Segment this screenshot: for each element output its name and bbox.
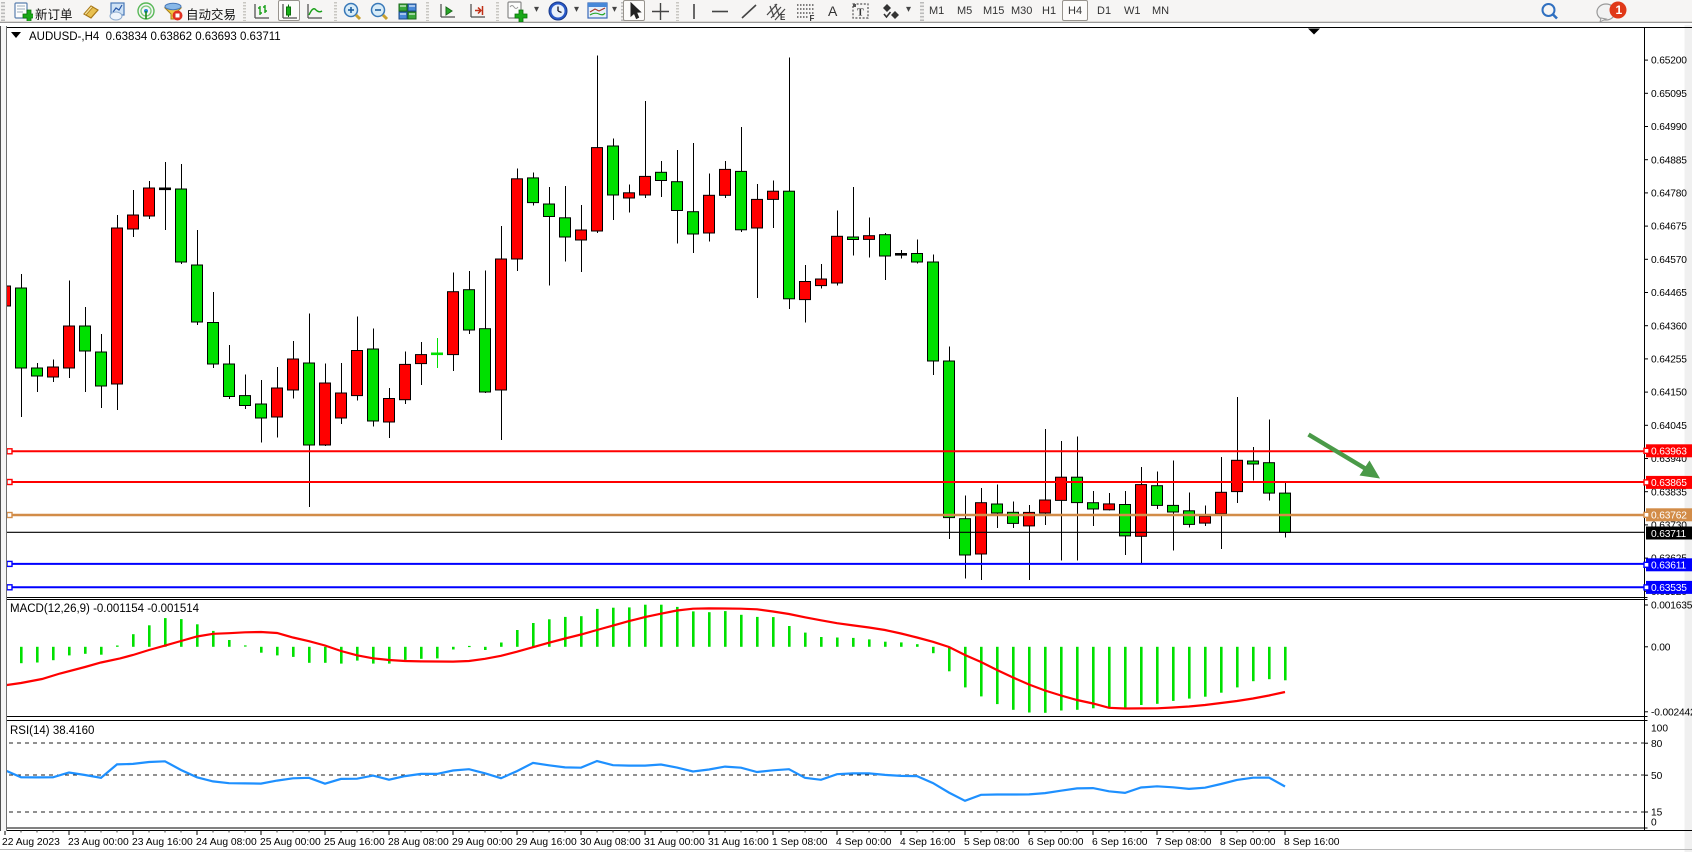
svg-text:0.00: 0.00 — [1651, 642, 1671, 653]
svg-text:31 Aug 00:00: 31 Aug 00:00 — [644, 837, 705, 848]
svg-text:28 Aug 08:00: 28 Aug 08:00 — [388, 837, 449, 848]
svg-text:100: 100 — [1651, 723, 1668, 734]
svg-text:0.64570: 0.64570 — [1651, 255, 1687, 266]
svg-text:23 Aug 00:00: 23 Aug 00:00 — [68, 837, 129, 848]
svg-text:8 Sep 00:00: 8 Sep 00:00 — [1220, 837, 1276, 848]
svg-text:50: 50 — [1651, 771, 1663, 782]
svg-text:0.63940: 0.63940 — [1651, 454, 1687, 465]
svg-text:0.64780: 0.64780 — [1651, 189, 1687, 200]
svg-text:23 Aug 16:00: 23 Aug 16:00 — [132, 837, 193, 848]
svg-text:0.64150: 0.64150 — [1651, 388, 1687, 399]
svg-text:0.64465: 0.64465 — [1651, 288, 1687, 299]
svg-text:8 Sep 16:00: 8 Sep 16:00 — [1284, 837, 1340, 848]
svg-text:MACD(12,26,9) -0.001154 -0.001: MACD(12,26,9) -0.001154 -0.001514 — [10, 603, 200, 615]
svg-text:22 Aug 2023: 22 Aug 2023 — [2, 837, 60, 848]
svg-text:RSI(14) 38.4160: RSI(14) 38.4160 — [10, 725, 94, 737]
svg-text:-0.002442: -0.002442 — [1651, 707, 1692, 718]
svg-text:0.65200: 0.65200 — [1651, 56, 1687, 67]
svg-text:0.63762: 0.63762 — [1651, 511, 1687, 522]
svg-text:F: F — [810, 14, 815, 22]
svg-text:1: 1 — [1616, 3, 1623, 17]
svg-text:0: 0 — [1651, 817, 1657, 828]
svg-text:0.64360: 0.64360 — [1651, 321, 1687, 332]
svg-text:0.64675: 0.64675 — [1651, 222, 1687, 233]
svg-text:0.65095: 0.65095 — [1651, 89, 1687, 100]
svg-text:0.64990: 0.64990 — [1651, 122, 1687, 133]
svg-text:31 Aug 16:00: 31 Aug 16:00 — [708, 837, 769, 848]
svg-text:29 Aug 00:00: 29 Aug 00:00 — [452, 837, 513, 848]
svg-text:0.64045: 0.64045 — [1651, 421, 1687, 432]
svg-text:5 Sep 08:00: 5 Sep 08:00 — [964, 837, 1020, 848]
svg-text:0.63865: 0.63865 — [1651, 478, 1687, 489]
svg-text:0.63535: 0.63535 — [1651, 583, 1687, 594]
svg-text:4 Sep 16:00: 4 Sep 16:00 — [900, 837, 956, 848]
svg-text:0.64255: 0.64255 — [1651, 355, 1687, 366]
svg-text:E: E — [780, 13, 786, 22]
svg-text:0.63835: 0.63835 — [1651, 487, 1687, 498]
svg-text:29 Aug 16:00: 29 Aug 16:00 — [516, 837, 577, 848]
svg-text:0.63611: 0.63611 — [1651, 561, 1687, 572]
svg-text:AUDUSD-,H4 0.63834 0.63862 0.: AUDUSD-,H4 0.63834 0.63862 0.63693 0.637… — [29, 31, 281, 43]
svg-text:6 Sep 16:00: 6 Sep 16:00 — [1092, 837, 1148, 848]
svg-text:4 Sep 00:00: 4 Sep 00:00 — [836, 837, 892, 848]
svg-text:0.63711: 0.63711 — [1651, 529, 1687, 540]
svg-text:0.63963: 0.63963 — [1651, 447, 1687, 458]
svg-text:0.64885: 0.64885 — [1651, 155, 1687, 166]
svg-text:30 Aug 08:00: 30 Aug 08:00 — [580, 837, 641, 848]
svg-text:24 Aug 08:00: 24 Aug 08:00 — [196, 837, 257, 848]
svg-text:7 Sep 08:00: 7 Sep 08:00 — [1156, 837, 1212, 848]
svg-text:25 Aug 00:00: 25 Aug 00:00 — [260, 837, 321, 848]
svg-text:15: 15 — [1651, 808, 1663, 819]
svg-text:80: 80 — [1651, 739, 1663, 750]
svg-text:T: T — [857, 8, 864, 19]
svg-text:0.001635: 0.001635 — [1651, 601, 1692, 612]
svg-text:25 Aug 16:00: 25 Aug 16:00 — [324, 837, 385, 848]
svg-text:6 Sep 00:00: 6 Sep 00:00 — [1028, 837, 1084, 848]
svg-text:1 Sep 08:00: 1 Sep 08:00 — [772, 837, 828, 848]
svg-text:0.63730: 0.63730 — [1651, 521, 1687, 532]
